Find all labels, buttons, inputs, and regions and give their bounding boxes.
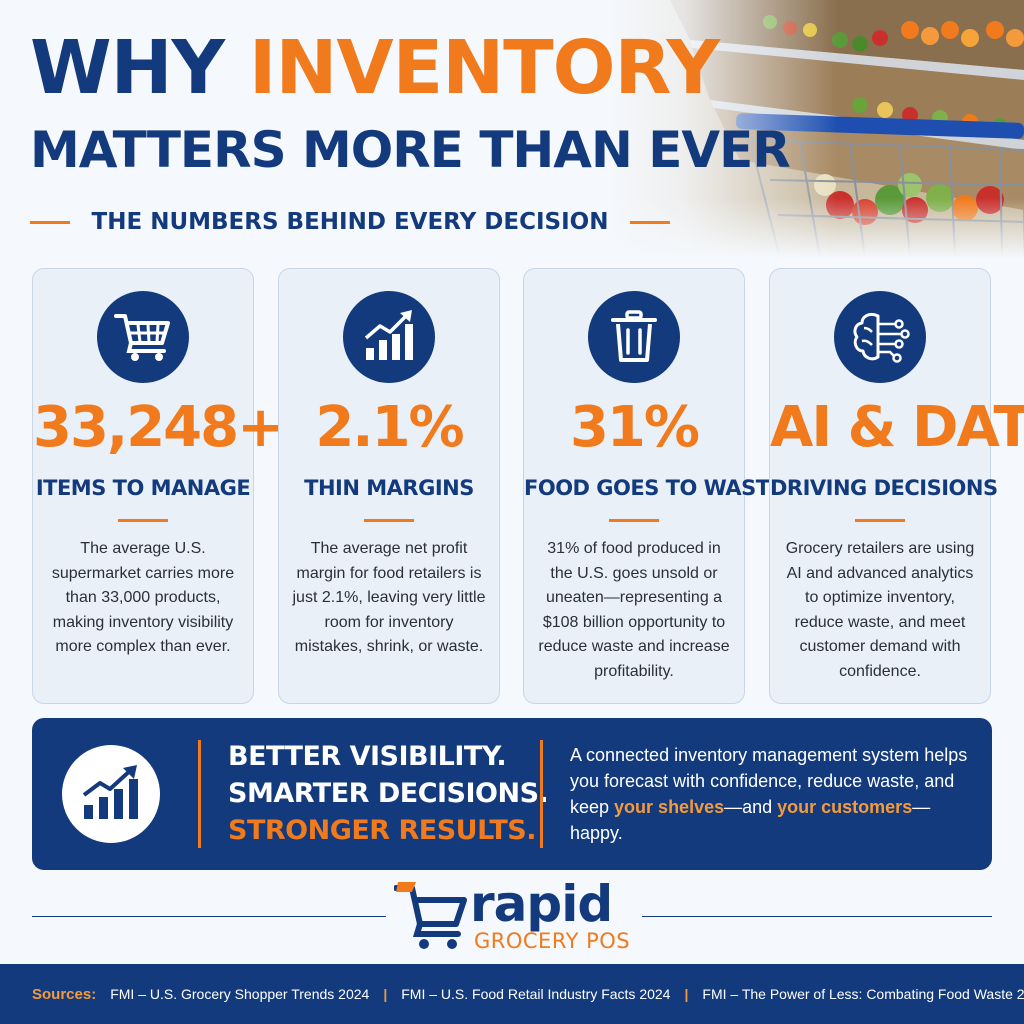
banner-copy-text: A connected inventory management system …	[570, 745, 968, 817]
banner-divider-right	[540, 740, 543, 848]
stat-description: 31% of food produced in the U.S. goes un…	[538, 540, 730, 680]
stat-card-ai: AI & DATA DRIVING DECISIONS Grocery reta…	[769, 268, 1024, 704]
banner-copy-text: —and	[724, 797, 778, 817]
source-item: FMI – U.S. Grocery Shopper Trends 2024	[110, 986, 370, 1002]
stat-label: ITEMS TO MANAGE	[35, 476, 251, 500]
logo-rule-right	[642, 916, 992, 917]
value-banner: BETTER VISIBILITY. SMARTER DECISIONS. ST…	[32, 718, 992, 870]
stat-value: 33,248+	[33, 395, 284, 460]
banner-headline: BETTER VISIBILITY. SMARTER DECISIONS. ST…	[228, 738, 549, 849]
subtitle: THE NUMBERS BEHIND EVERY DECISION	[91, 209, 609, 235]
source-item: FMI – U.S. Food Retail Industry Facts 20…	[401, 986, 671, 1002]
stat-value: AI & DATA	[770, 395, 1024, 460]
subtitle-rule-right	[630, 220, 670, 224]
banner-divider-left	[198, 740, 201, 848]
banner-copy: A connected inventory management system …	[570, 742, 970, 846]
source-separator: |	[684, 986, 689, 1002]
ai-brain-circuit-icon	[834, 291, 926, 383]
page-title-line1: WHY INVENTORY	[30, 25, 720, 111]
logo-wordmark: rapid	[470, 875, 613, 933]
sources-footer: Sources: FMI – U.S. Grocery Shopper Tren…	[0, 964, 1024, 1024]
stat-label: THIN MARGINS	[304, 476, 474, 500]
page-title-line2: MATTERS MORE THAN EVER	[30, 121, 791, 179]
growth-chart-icon	[62, 745, 160, 843]
source-separator: |	[383, 986, 388, 1002]
stat-divider	[118, 519, 168, 522]
logo-rule-left	[32, 916, 386, 917]
stat-description: Grocery retailers are using AI and advan…	[785, 540, 975, 680]
stat-value: 31%	[569, 395, 700, 460]
banner-highlight-shelves: your shelves	[614, 797, 725, 817]
stat-description: The average U.S. supermarket carries mor…	[51, 540, 235, 655]
sources-label: Sources:	[32, 985, 97, 1003]
subtitle-rule-left	[30, 220, 70, 224]
cart-logo-icon	[393, 878, 468, 952]
stat-label: DRIVING DECISIONS	[770, 476, 998, 500]
stat-cards: 33,248+ ITEMS TO MANAGE The average U.S.…	[32, 268, 1024, 704]
title-why: WHY	[30, 25, 249, 111]
banner-line-3: STRONGER RESULTS.	[228, 815, 536, 846]
rising-bar-chart-icon	[343, 291, 435, 383]
banner-highlight-customers: your customers	[777, 797, 913, 817]
banner-line-2: SMARTER DECISIONS.	[228, 778, 549, 809]
shopping-cart-icon	[97, 291, 189, 383]
hero-photo	[610, 0, 1024, 258]
stat-description: The average net profit margin for food r…	[292, 540, 486, 655]
source-item: FMI – The Power of Less: Combating Food …	[702, 986, 1024, 1002]
subtitle-row: THE NUMBERS BEHIND EVERY DECISION	[30, 204, 670, 240]
stat-value: 2.1%	[315, 395, 464, 460]
banner-line-1: BETTER VISIBILITY.	[228, 741, 507, 772]
stat-divider	[364, 519, 414, 522]
stat-divider	[609, 519, 659, 522]
banner-copy-text: —happy.	[570, 797, 931, 843]
stat-card-items: 33,248+ ITEMS TO MANAGE The average U.S.…	[32, 268, 284, 704]
logo-tagline: GROCERY POS	[474, 929, 631, 953]
stat-label: FOOD GOES TO WASTE	[524, 476, 784, 500]
trash-can-icon	[588, 291, 680, 383]
stat-card-margins: 2.1% THIN MARGINS The average net profit…	[278, 268, 500, 704]
title-inventory: INVENTORY	[248, 25, 720, 111]
stat-card-waste: 31% FOOD GOES TO WASTE 31% of food produ…	[523, 268, 784, 704]
stat-divider	[855, 519, 905, 522]
